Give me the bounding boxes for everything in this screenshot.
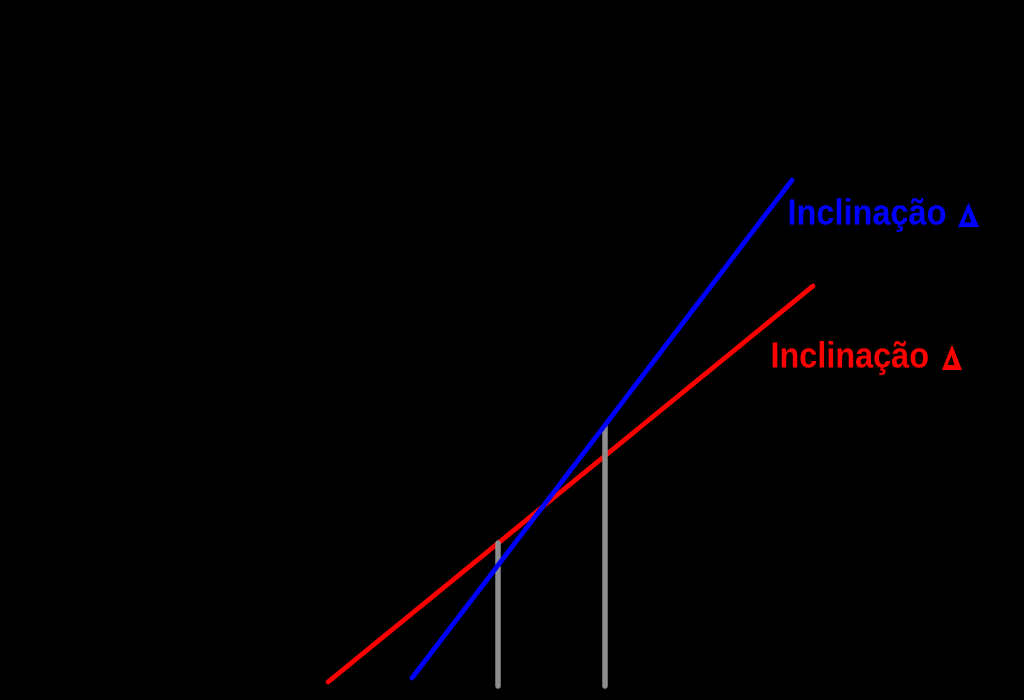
svg-text:Inclinação: Inclinação	[771, 334, 930, 375]
svg-text:Inclinação: Inclinação	[788, 191, 947, 232]
